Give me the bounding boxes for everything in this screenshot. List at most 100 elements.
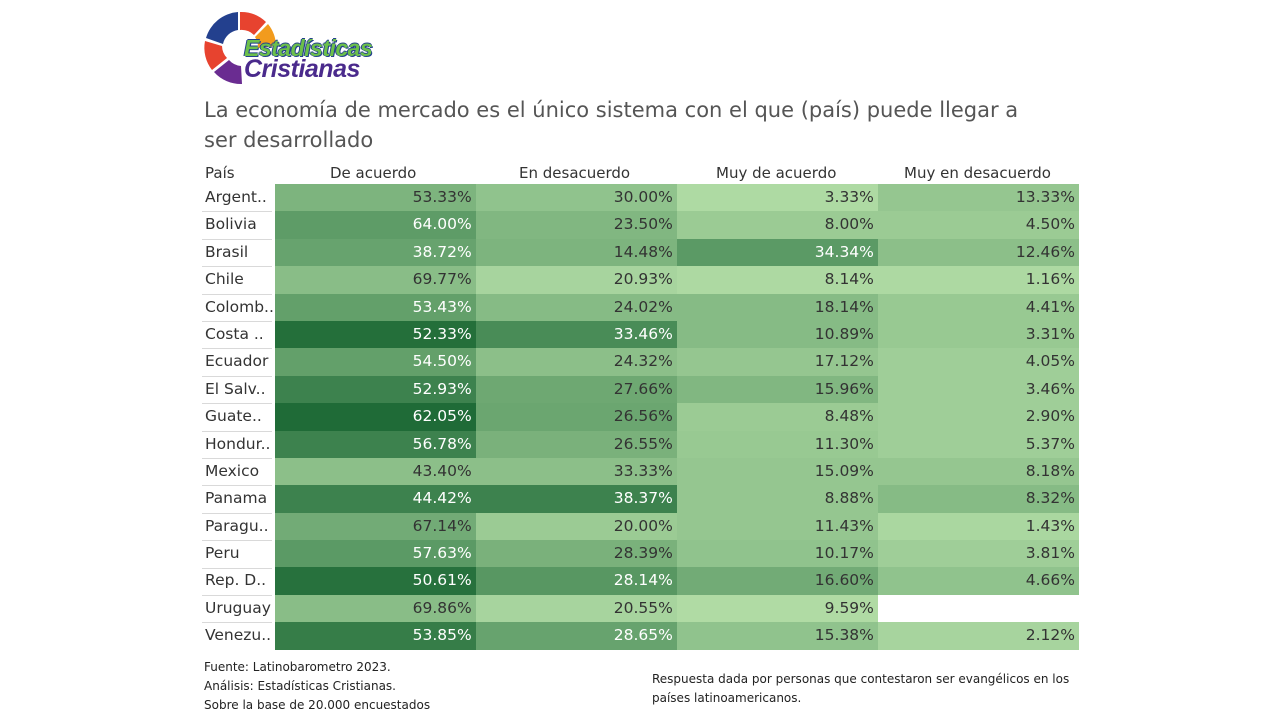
table-row: Panama 44.42% 38.37% 8.88% 8.32% [202, 485, 1079, 513]
footer-note: Respuesta dada por personas que contesta… [652, 672, 1070, 705]
data-table: País De acuerdo En desacuerdo Muy de acu… [202, 163, 1079, 650]
value-cell: 69.86% [274, 594, 476, 623]
country-label: Costa .. [205, 324, 264, 343]
value-cell: 23.50% [475, 211, 677, 239]
value-cell: 38.37% [475, 485, 677, 513]
table-row: Argent.. 53.33% 30.00% 3.33% 13.33% [202, 184, 1079, 212]
value-cell: 18.14% [676, 293, 878, 321]
value-cell: 5.37% [877, 430, 1079, 458]
value-cell: 69.77% [274, 266, 476, 294]
country-label: Hondur.. [205, 434, 271, 453]
table-row: Colomb.. 53.43% 24.02% 18.14% 4.41% [202, 293, 1079, 321]
value-cell: 38.72% [274, 238, 476, 267]
country-label: Chile [205, 270, 244, 289]
value-cell: 1.16% [877, 266, 1079, 294]
value-cell: 44.42% [274, 485, 476, 513]
value-cell: 20.55% [475, 594, 677, 623]
country-label: Argent.. [205, 188, 267, 206]
table-row: Brasil 38.72% 14.48% 34.34% 12.46% [202, 238, 1079, 267]
value-cell: 8.88% [676, 485, 878, 513]
column-header: En desacuerdo [519, 164, 631, 182]
value-cell: 64.00% [274, 211, 476, 239]
value-cell: 20.00% [475, 512, 677, 541]
value-cell: 8.32% [877, 485, 1079, 513]
value-cell: 8.14% [676, 266, 878, 294]
row-divider [202, 458, 272, 459]
value-cell: 34.34% [676, 238, 878, 267]
value-cell [877, 594, 1079, 623]
estadisticas-cristianas-logo: Estadísticas Cristianas [200, 8, 440, 88]
value-cell: 27.66% [475, 375, 677, 404]
source-text: Fuente: Latinobarometro 2023. [204, 660, 391, 674]
row-divider [202, 540, 272, 542]
table-row: Hondur.. 56.78% 26.55% 11.30% 5.37% [202, 430, 1079, 458]
value-cell: 3.31% [877, 320, 1079, 349]
value-cell: 26.56% [475, 403, 677, 431]
row-divider [202, 375, 272, 377]
table-header: País De acuerdo En desacuerdo Muy de acu… [202, 163, 1079, 184]
value-cell: 3.81% [877, 540, 1079, 568]
value-cell: 4.66% [877, 567, 1079, 595]
value-cell: 15.09% [676, 457, 878, 486]
logo-line2: Cristianas [244, 55, 360, 83]
value-cell: 57.63% [274, 540, 476, 568]
country-label: Guate.. [205, 407, 262, 426]
country-label: Ecuador [205, 352, 269, 371]
table-row: Paragu.. 67.14% 20.00% 11.43% 1.43% [202, 512, 1079, 541]
value-cell: 2.12% [877, 622, 1079, 650]
value-cell: 50.61% [274, 567, 476, 595]
value-cell: 53.33% [274, 184, 476, 212]
row-divider [202, 321, 272, 322]
value-cell: 4.50% [877, 211, 1079, 239]
value-cell: 26.55% [475, 430, 677, 458]
value-cell: 43.40% [274, 457, 476, 486]
country-label: Paragu.. [205, 516, 269, 535]
analysis-text: Análisis: Estadísticas Cristianas. [204, 679, 396, 693]
value-cell: 62.05% [274, 403, 476, 431]
value-cell: 9.59% [676, 594, 878, 623]
row-header-label: País [205, 164, 235, 182]
value-cell: 3.33% [676, 184, 878, 212]
row-divider [202, 485, 272, 487]
column-header: De acuerdo [330, 164, 417, 182]
table-row: Venezu.. 53.85% 28.65% 15.38% 2.12% [202, 622, 1079, 650]
value-cell: 20.93% [475, 266, 677, 294]
table-row: Peru 57.63% 28.39% 10.17% 3.81% [202, 540, 1079, 568]
value-cell: 28.65% [475, 622, 677, 650]
country-label: Uruguay [205, 598, 271, 617]
column-header: Muy de acuerdo [716, 164, 837, 182]
row-divider [202, 348, 272, 350]
value-cell: 2.90% [877, 403, 1079, 431]
value-cell: 30.00% [475, 184, 677, 212]
table-row: El Salv.. 52.93% 27.66% 15.96% 3.46% [202, 375, 1079, 404]
country-label: Colomb.. [205, 297, 274, 316]
row-divider [202, 238, 272, 240]
value-cell: 15.38% [676, 622, 878, 650]
value-cell: 12.46% [877, 238, 1079, 267]
value-cell: 15.96% [676, 375, 878, 404]
country-label: Peru [205, 544, 240, 563]
value-cell: 28.39% [475, 540, 677, 568]
row-divider [202, 293, 272, 295]
row-divider [202, 622, 272, 624]
table-row: Ecuador 54.50% 24.32% 17.12% 4.05% [202, 348, 1079, 376]
value-cell: 67.14% [274, 512, 476, 541]
column-header: Muy en desacuerdo [904, 164, 1051, 182]
country-label: Venezu.. [205, 626, 272, 645]
value-cell: 53.43% [274, 293, 476, 321]
value-cell: 4.05% [877, 348, 1079, 376]
table-row: Bolivia 64.00% 23.50% 8.00% 4.50% [202, 211, 1079, 239]
country-label: Bolivia [205, 215, 257, 234]
value-cell: 53.85% [274, 622, 476, 650]
value-cell: 14.48% [475, 238, 677, 267]
base-text: Sobre la base de 20.000 encuestados [204, 698, 431, 712]
value-cell: 8.18% [877, 457, 1079, 486]
value-cell: 24.02% [475, 293, 677, 321]
value-cell: 13.33% [877, 184, 1079, 212]
logo-ring-icon [204, 11, 276, 85]
row-divider [202, 430, 272, 432]
value-cell: 10.89% [676, 320, 878, 349]
value-cell: 33.46% [475, 320, 677, 349]
value-cell: 4.41% [877, 293, 1079, 321]
value-cell: 11.43% [676, 512, 878, 541]
